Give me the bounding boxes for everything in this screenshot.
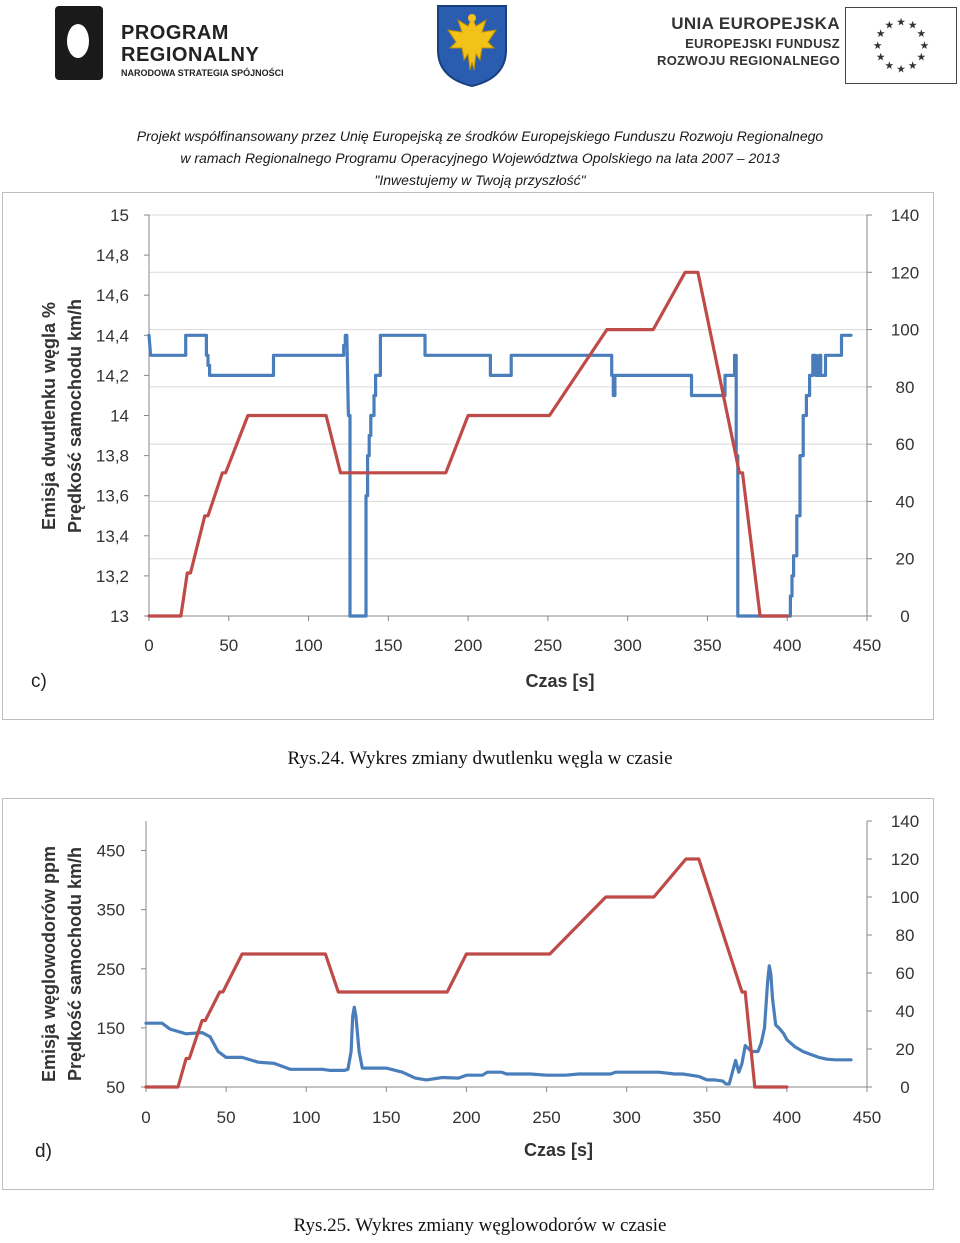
caption-fig25: Rys.25. Wykres zmiany węglowodorów w cza…	[293, 1215, 667, 1236]
x-tick-label: 50	[219, 636, 238, 655]
x-tick-label: 200	[454, 636, 482, 655]
eu-logo-line2: EUROPEJSKI FUNDUSZ	[685, 36, 840, 51]
y-left-tick-label: 13,6	[96, 487, 129, 506]
y-left-tick-label: 14,8	[96, 246, 129, 265]
eu-star-icon: ★	[896, 17, 906, 29]
x-axis-label: Czas [s]	[524, 1140, 593, 1160]
eu-star-icon: ★	[885, 60, 895, 72]
y-right-tick-label: 100	[891, 321, 919, 340]
y-left-tick-label: 13,8	[96, 447, 129, 466]
eu-logo-line1: UNIA EUROPEJSKA	[671, 14, 840, 33]
x-tick-label: 100	[292, 1108, 320, 1127]
eu-star-icon: ★	[896, 63, 906, 75]
x-tick-label: 200	[452, 1108, 480, 1127]
x-tick-label: 100	[294, 636, 322, 655]
y-left-tick-label: 13	[110, 607, 129, 626]
chart-co2-speed: 0 50 100 150 200 250 300 350 400 4501313,213,413,…	[31, 206, 919, 692]
y-right-tick-label: 20	[896, 1040, 915, 1059]
x-tick-label: 300	[613, 636, 641, 655]
x-tick-label: 450	[853, 636, 881, 655]
eu-logo-text: UNIA EUROPEJSKA EUROPEJSKI FUNDUSZ ROZWO…	[640, 14, 840, 68]
eu-star-icon: ★	[873, 40, 883, 52]
x-tick-label: 450	[853, 1108, 881, 1127]
eu-logo-line3: ROZWOJU REGIONALNEGO	[657, 53, 840, 68]
y-right-tick-label: 60	[896, 964, 915, 983]
project-line-1: Projekt współfinansowany przez Unię Euro…	[136, 128, 824, 144]
speed-series-line	[147, 270, 789, 618]
y-left-tick-label: 15	[110, 206, 129, 225]
x-tick-label: 250	[534, 636, 562, 655]
y-right-tick-label: 60	[896, 435, 915, 454]
y-left-tick-label: 150	[97, 1019, 125, 1038]
y-right-tick-label: 140	[891, 812, 919, 831]
x-tick-label: 350	[693, 1108, 721, 1127]
y-axis-label-emission: Emisja węglowodorów ppm	[39, 846, 59, 1082]
x-tick-label: 400	[773, 636, 801, 655]
y-left-tick-label: 450	[97, 842, 125, 861]
project-line-3: "Inwestujemy w Twoją przyszłość"	[374, 172, 586, 188]
eu-star-icon: ★	[916, 52, 926, 64]
project-line-2: w ramach Regionalnego Programu Operacyjn…	[180, 150, 780, 166]
x-tick-label: 350	[693, 636, 721, 655]
y-right-tick-label: 120	[891, 263, 919, 282]
y-right-tick-label: 40	[896, 1002, 915, 1021]
y-left-tick-label: 14,6	[96, 286, 129, 305]
y-right-tick-label: 40	[896, 492, 915, 511]
emission-series-line	[144, 964, 853, 1086]
y-left-tick-label: 50	[106, 1078, 125, 1097]
panel-label: c)	[31, 671, 47, 692]
chart-d-frame: 0 50 100 150 200 250 300 350 400 450 50 150 250 350 45…	[2, 798, 934, 1190]
eu-star-icon: ★	[908, 20, 918, 32]
x-tick-label: 50	[217, 1108, 236, 1127]
panel-label: d)	[35, 1141, 52, 1162]
speed-series-line	[144, 857, 789, 1089]
y-right-tick-label: 80	[896, 926, 915, 945]
y-axis-label-speed: Prędkość samochodu km/h	[65, 299, 85, 533]
y-left-tick-label: 350	[97, 901, 125, 920]
y-right-tick-label: 140	[891, 206, 919, 225]
x-tick-label: 0	[144, 636, 153, 655]
y-left-tick-label: 13,2	[96, 567, 129, 586]
x-tick-label: 150	[372, 1108, 400, 1127]
x-tick-label: 300	[612, 1108, 640, 1127]
y-left-tick-label: 13,4	[96, 527, 129, 546]
y-axis-label-speed: Prędkość samochodu km/h	[65, 847, 85, 1081]
y-right-tick-label: 120	[891, 850, 919, 869]
y-left-tick-label: 250	[97, 960, 125, 979]
eu-star-icon: ★	[876, 28, 886, 40]
eu-star-icon: ★	[920, 40, 930, 52]
program-logo-line1: PROGRAM	[121, 22, 229, 44]
program-logo-line2: REGIONALNY	[121, 44, 260, 66]
y-right-tick-label: 0	[900, 607, 909, 626]
program-regionalny-mark-icon	[55, 6, 103, 80]
y-right-tick-label: 0	[900, 1078, 909, 1097]
y-left-tick-label: 14,4	[96, 326, 129, 345]
eu-star-icon: ★	[876, 52, 886, 64]
y-right-tick-label: 100	[891, 888, 919, 907]
y-right-tick-label: 20	[896, 550, 915, 569]
eu-star-icon: ★	[916, 28, 926, 40]
eu-flag-icon: ★ ★★★★★★★★★★★	[845, 7, 957, 84]
caption-fig24: Rys.24. Wykres zmiany dwutlenku węgla w …	[287, 748, 673, 769]
eu-star-icon: ★	[885, 20, 895, 32]
program-logo-line3: NARODOWA STRATEGIA SPÓJNOŚCI	[121, 68, 284, 78]
emission-series-line	[147, 333, 853, 618]
chart-c-frame: 0 50 100 150 200 250 300 350 400 450 13 13,2 13,4 13,…	[2, 192, 934, 720]
chart-hc-speed: 0 50 100 150 200 250 300 350 400 4505015025035045…	[35, 812, 919, 1162]
x-tick-label: 150	[374, 636, 402, 655]
program-regionalny-logo: PROGRAM REGIONALNY NARODOWA STRATEGIA SP…	[55, 6, 295, 82]
x-tick-label: 400	[773, 1108, 801, 1127]
eu-star-icon: ★	[908, 60, 918, 72]
y-left-tick-label: 14	[110, 407, 129, 426]
x-axis-label: Czas [s]	[525, 671, 594, 691]
page-header: PROGRAM REGIONALNY NARODOWA STRATEGIA SP…	[0, 0, 960, 92]
y-axis-label-emission: Emisja dwutlenku węgla %	[39, 302, 59, 530]
y-left-tick-label: 14,2	[96, 366, 129, 385]
x-tick-label: 250	[532, 1108, 560, 1127]
y-right-tick-label: 80	[896, 378, 915, 397]
opolskie-crest-icon	[437, 5, 507, 88]
x-tick-label: 0	[141, 1108, 150, 1127]
